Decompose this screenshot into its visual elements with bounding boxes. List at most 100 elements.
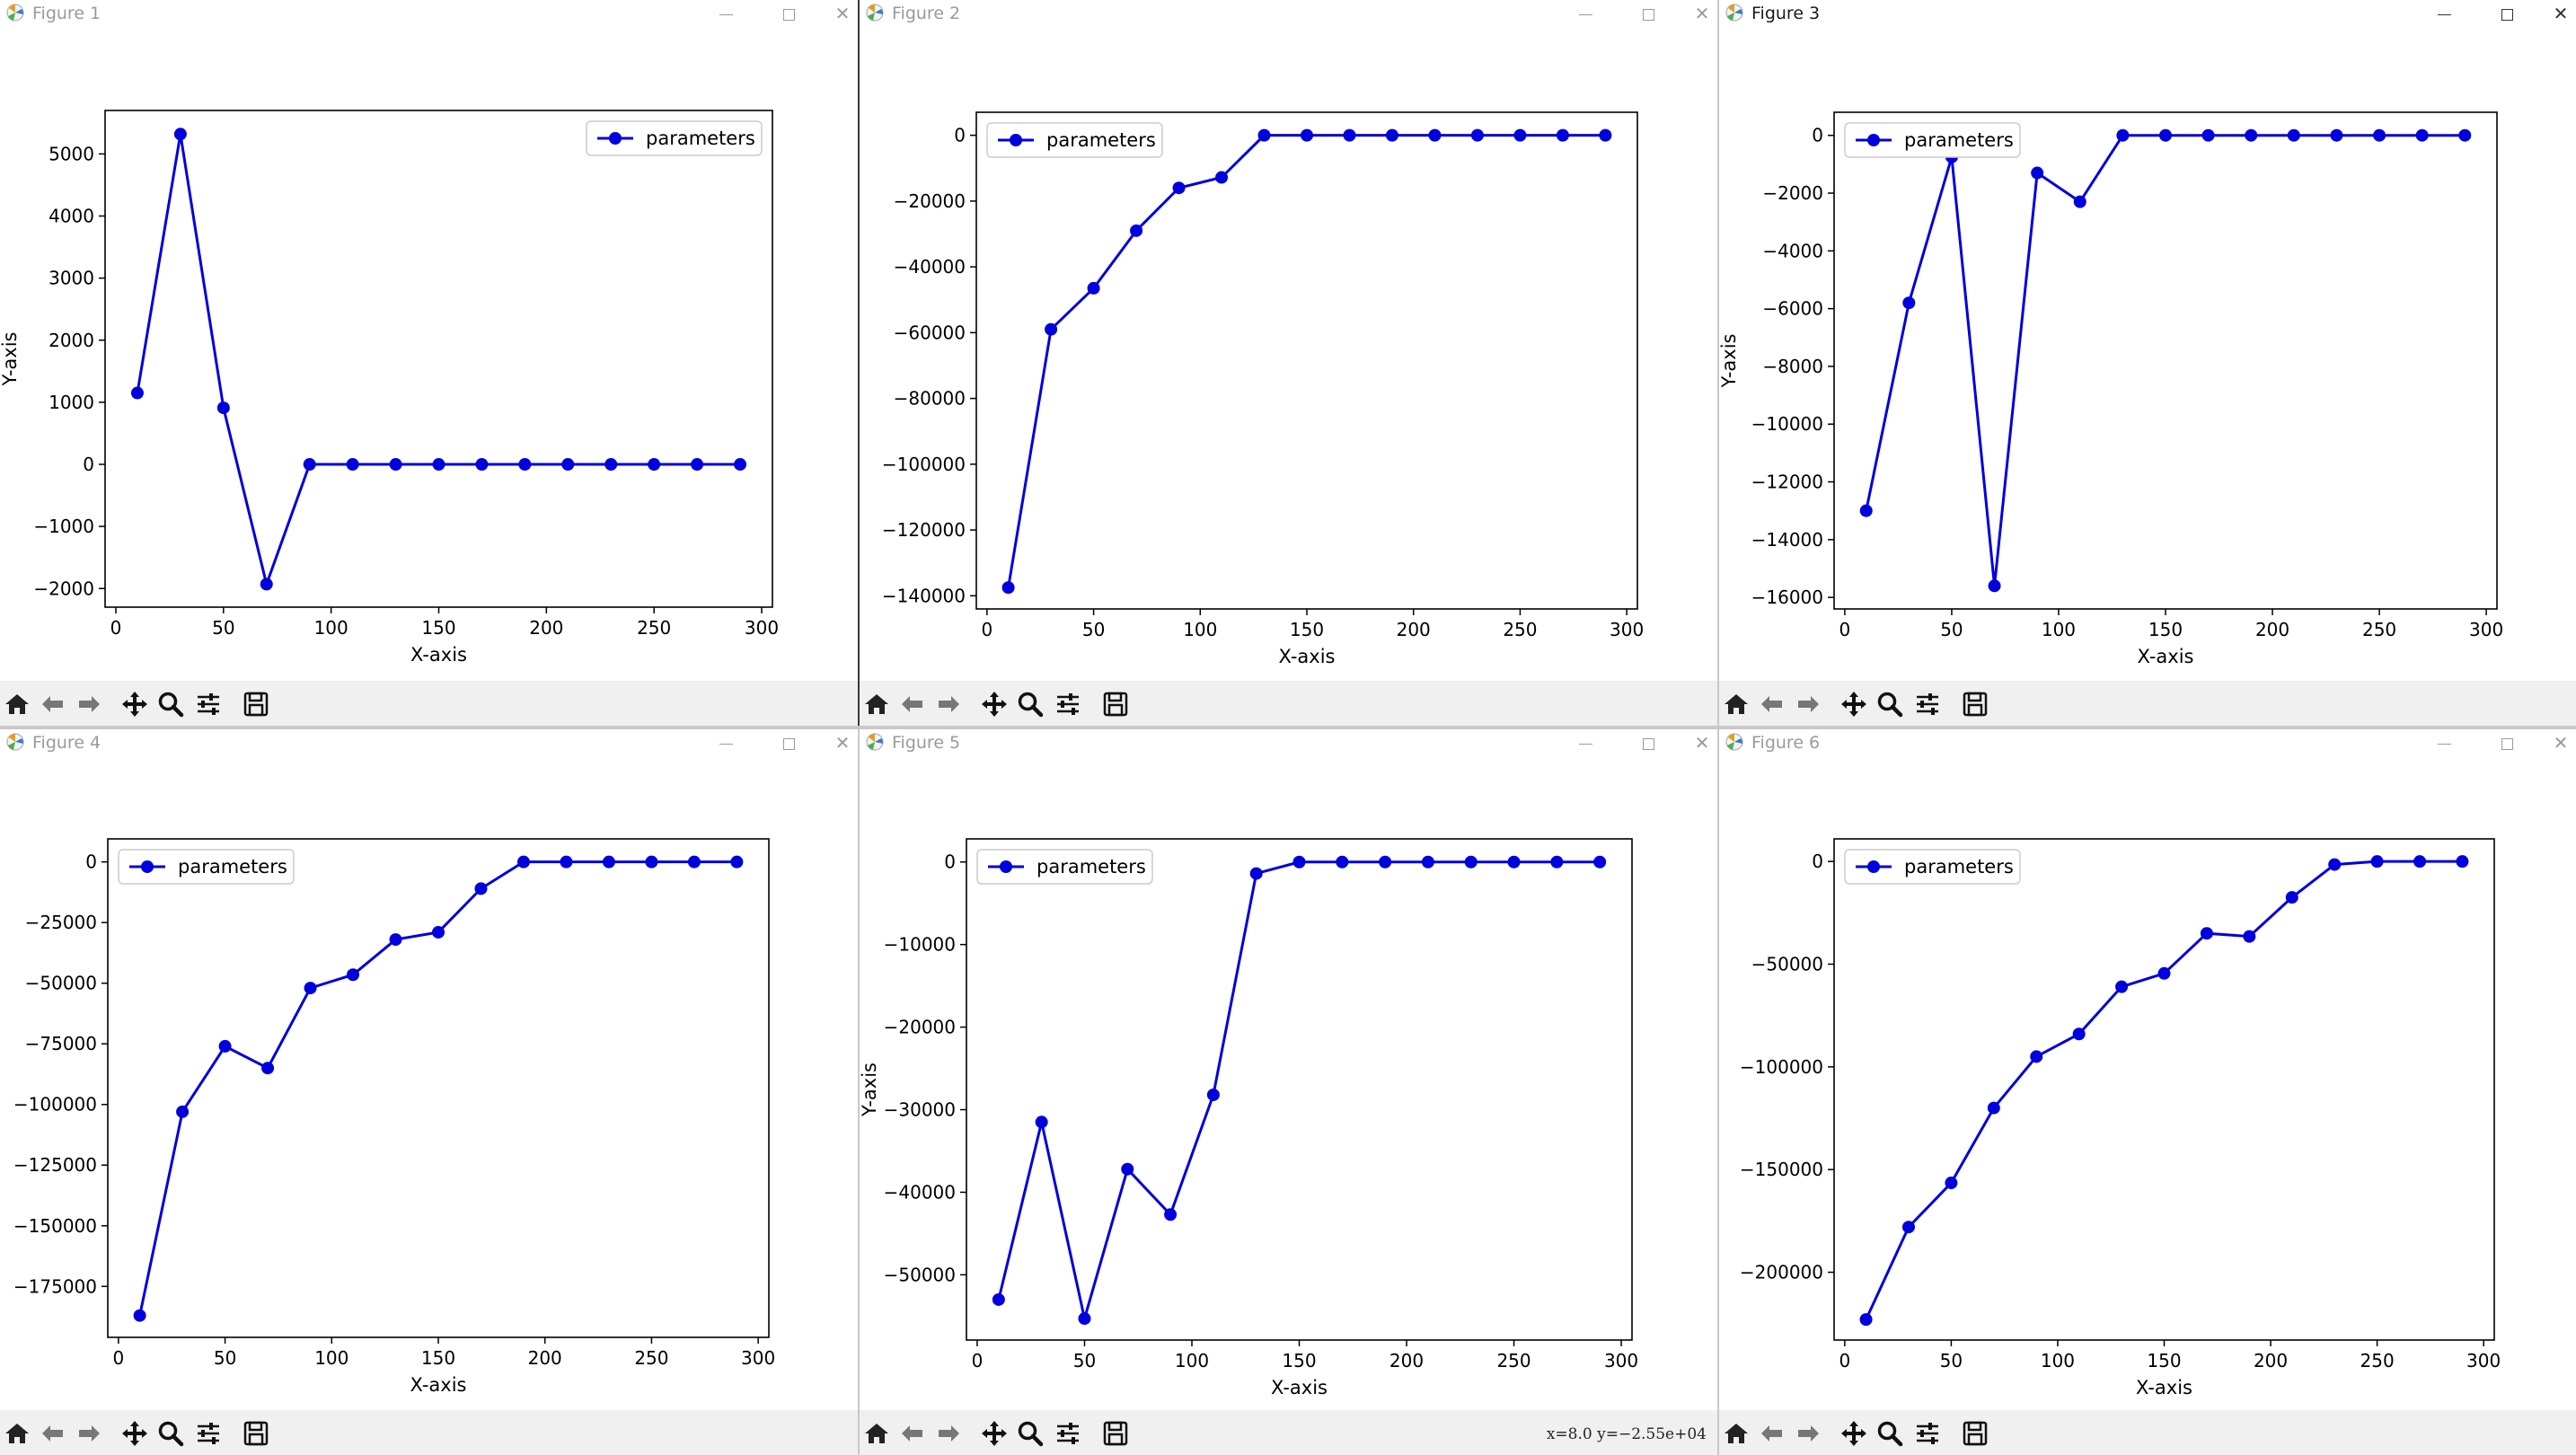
close-icon[interactable]: ✕ (1694, 3, 1710, 24)
home-icon[interactable] (861, 689, 892, 719)
figure-window-2[interactable]: Figure 2 ✕ 0 50 100 150 200 250 300 −140000 −12000… (860, 0, 1717, 726)
title-bar[interactable]: Figure 4 ✕ (0, 729, 858, 756)
plot-canvas[interactable]: 0 50 100 150 200 250 300 −200000 −150000 −100000 −… (1719, 756, 2576, 1410)
maximize-icon[interactable] (2493, 2, 2520, 25)
configure-subplots-icon[interactable] (1053, 1418, 1083, 1449)
back-icon[interactable] (38, 689, 68, 719)
y-tick-label: −50000 (1751, 954, 1823, 975)
zoom-icon[interactable] (1015, 1418, 1045, 1449)
title-bar[interactable]: Figure 3 ✕ (1719, 0, 2576, 27)
forward-icon[interactable] (74, 1418, 104, 1449)
figure-window-5[interactable]: Figure 5 ✕ 0 50 100 150 200 250 300 −50000 −40000 −… (860, 729, 1717, 1455)
home-icon[interactable] (2, 1418, 32, 1449)
maximize-icon[interactable] (1635, 731, 1662, 754)
minimize-icon[interactable] (712, 731, 739, 754)
back-icon[interactable] (897, 689, 928, 719)
window-border (1717, 0, 1719, 726)
maximize-icon[interactable] (775, 2, 802, 25)
forward-icon[interactable] (933, 689, 964, 719)
save-icon[interactable] (1960, 1418, 1990, 1449)
maximize-icon[interactable] (775, 731, 802, 754)
data-point (1045, 322, 1058, 336)
save-icon[interactable] (1100, 1418, 1131, 1449)
title-bar[interactable]: Figure 2 ✕ (860, 0, 1717, 27)
plot-canvas[interactable]: 0 50 100 150 200 250 300 −50000 −40000 −30000 −200… (860, 756, 1717, 1410)
figure-window-3[interactable]: Figure 3 ✕ 0 50 100 150 200 250 300 −16000 −14000 −… (1719, 0, 2576, 726)
plot-canvas[interactable]: 0 50 100 150 200 250 300 −16000 −14000 −12000 −100… (1719, 27, 2576, 681)
home-icon[interactable] (1721, 689, 1751, 719)
maximize-icon[interactable] (1635, 2, 1662, 25)
forward-icon[interactable] (1793, 1418, 1823, 1449)
home-icon[interactable] (1721, 1418, 1751, 1449)
pan-icon[interactable] (1839, 689, 1869, 719)
back-icon[interactable] (38, 1418, 68, 1449)
data-point (474, 882, 488, 895)
data-point (1550, 855, 1564, 869)
x-tick-label: 200 (529, 617, 563, 639)
close-icon[interactable]: ✕ (834, 3, 851, 24)
forward-icon[interactable] (74, 689, 104, 719)
zoom-icon[interactable] (1015, 689, 1045, 719)
forward-icon[interactable] (1793, 689, 1823, 719)
minimize-icon[interactable] (1572, 731, 1599, 754)
data-point (2373, 128, 2386, 142)
figure-window-6[interactable]: Figure 6 ✕ 0 50 100 150 200 250 300 −200000 −15000… (1719, 729, 2576, 1455)
configure-subplots-icon[interactable] (193, 1418, 224, 1449)
x-tick-label: 50 (214, 1347, 236, 1369)
minimize-icon[interactable] (2430, 731, 2457, 754)
minimize-icon[interactable] (2430, 2, 2457, 25)
x-tick-label: 200 (2255, 619, 2289, 640)
x-tick-label: 150 (1290, 619, 1324, 640)
pan-icon[interactable] (119, 1418, 150, 1449)
configure-subplots-icon[interactable] (193, 689, 224, 719)
plot-canvas[interactable]: 0 50 100 150 200 250 300 −2000 −1000 0 1000 2000 300… (0, 27, 858, 681)
close-icon[interactable]: ✕ (2553, 3, 2569, 24)
zoom-icon[interactable] (155, 1418, 186, 1449)
zoom-icon[interactable] (1875, 689, 1905, 719)
close-icon[interactable]: ✕ (2553, 732, 2569, 754)
figure-window-4[interactable]: Figure 4 ✕ 0 50 100 150 200 250 300 −175000 −15000… (0, 729, 858, 1455)
figure-window-1[interactable]: Figure 1 ✕ 0 50 100 150 200 250 300 −2000 −1000 0 10… (0, 0, 858, 726)
plot-canvas[interactable]: 0 50 100 150 200 250 300 −140000 −120000 −100000 −… (860, 27, 1717, 681)
title-bar[interactable]: Figure 6 ✕ (1719, 729, 2576, 756)
x-tick-label: 50 (1940, 1350, 1963, 1371)
pan-icon[interactable] (979, 689, 1010, 719)
zoom-icon[interactable] (1875, 1418, 1905, 1449)
data-point (2116, 128, 2130, 142)
close-icon[interactable]: ✕ (1694, 732, 1710, 754)
back-icon[interactable] (1757, 1418, 1787, 1449)
matplotlib-app-icon (1725, 3, 1744, 22)
legend-label: parameters (1037, 856, 1146, 877)
configure-subplots-icon[interactable] (1912, 689, 1943, 719)
save-icon[interactable] (1960, 689, 1990, 719)
save-icon[interactable] (1100, 689, 1131, 719)
y-tick-label: −60000 (894, 322, 966, 343)
home-icon[interactable] (2, 689, 32, 719)
minimize-icon[interactable] (1572, 2, 1599, 25)
x-tick-label: 100 (314, 1347, 348, 1369)
forward-icon[interactable] (933, 1418, 964, 1449)
maximize-icon[interactable] (2493, 731, 2520, 754)
configure-subplots-icon[interactable] (1053, 689, 1083, 719)
pan-icon[interactable] (119, 689, 150, 719)
back-icon[interactable] (897, 1418, 928, 1449)
title-bar[interactable]: Figure 5 ✕ (860, 729, 1717, 756)
minimize-icon[interactable] (712, 2, 739, 25)
close-icon[interactable]: ✕ (834, 732, 851, 754)
back-icon[interactable] (1757, 689, 1787, 719)
data-point (1507, 855, 1521, 869)
pan-icon[interactable] (1839, 1418, 1869, 1449)
title-bar[interactable]: Figure 1 ✕ (0, 0, 858, 27)
navigation-toolbar (1719, 1410, 2576, 1455)
zoom-icon[interactable] (155, 689, 186, 719)
home-icon[interactable] (861, 1418, 892, 1449)
configure-subplots-icon[interactable] (1912, 1418, 1943, 1449)
pan-icon[interactable] (979, 1418, 1010, 1449)
save-icon[interactable] (241, 1418, 271, 1449)
x-tick-label: 300 (2466, 1350, 2501, 1371)
x-tick-label: 0 (982, 619, 993, 640)
save-icon[interactable] (241, 689, 271, 719)
plot-canvas[interactable]: 0 50 100 150 200 250 300 −175000 −150000 −125000 −… (0, 756, 858, 1410)
y-tick-label: 0 (1812, 851, 1823, 872)
data-point (389, 933, 402, 947)
